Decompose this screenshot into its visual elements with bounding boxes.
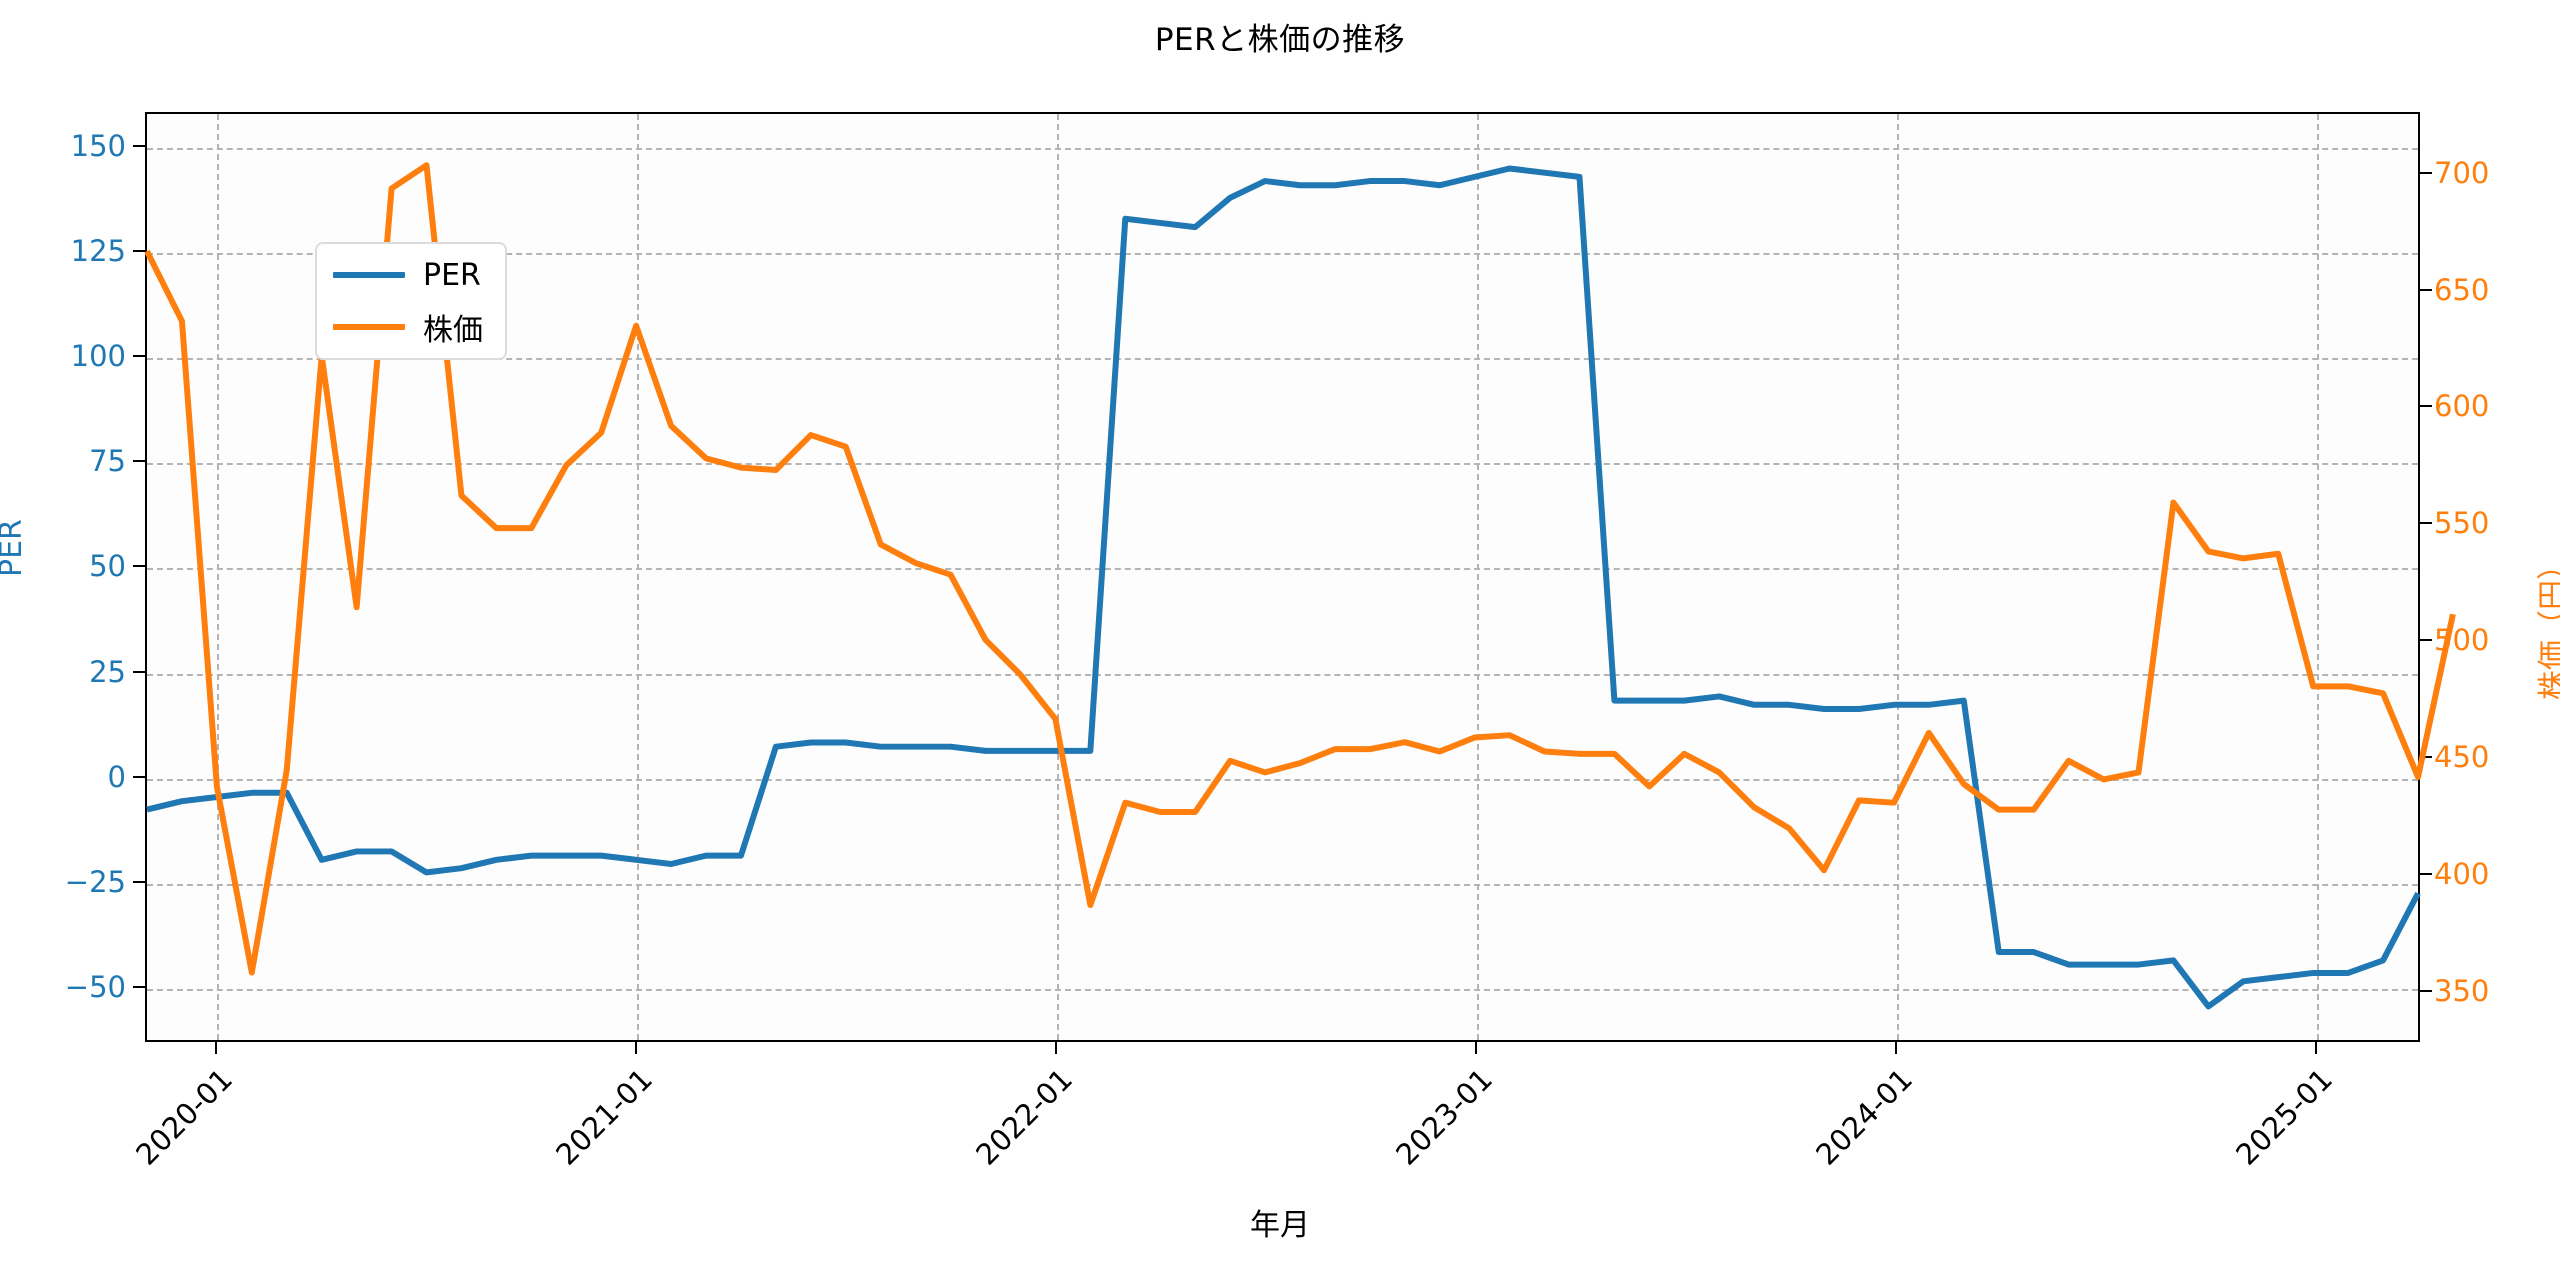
y-axis-right-tick-mark (2420, 288, 2432, 291)
legend-label: 株価 (423, 313, 483, 348)
y-axis-right-tick-label: 650 (2434, 272, 2490, 307)
y-axis-right-tick-label: 600 (2434, 389, 2490, 424)
y-axis-left-tick-label: −25 (64, 865, 126, 900)
y-axis-left-tick-label: −50 (64, 970, 126, 1005)
y-axis-right-tick-mark (2420, 872, 2432, 875)
y-axis-right-tick-label: 350 (2434, 973, 2490, 1008)
y-axis-right-tick-mark (2420, 755, 2432, 758)
y-axis-left-tick-mark (133, 670, 145, 673)
x-axis-label: 年月 (1250, 1208, 1310, 1243)
y-axis-right-tick-label: 400 (2434, 856, 2490, 891)
y-axis-left-tick-label: 25 (89, 654, 126, 689)
x-axis-tick-mark (215, 1042, 217, 1054)
y-axis-left-tick-mark (133, 775, 145, 778)
y-axis-left-tick-label: 75 (89, 444, 126, 479)
legend-label: PER (423, 257, 481, 293)
y-axis-left-tick-label: 0 (107, 759, 126, 794)
legend-item-per[interactable]: PER (333, 256, 483, 294)
y-axis-right-tick-mark (2420, 405, 2432, 408)
x-axis-tick-mark (1055, 1042, 1057, 1054)
x-axis-tick-mark (1475, 1042, 1477, 1054)
y-axis-right-tick-label: 700 (2434, 155, 2490, 190)
y-axis-right-tick-mark (2420, 522, 2432, 525)
series-layer (144, 162, 2456, 1010)
y-axis-left-tick-mark (133, 460, 145, 463)
x-axis-tick-mark (635, 1042, 637, 1054)
y-axis-left-tick-mark (133, 249, 145, 252)
series-line-price (144, 162, 2456, 976)
chart-title: PERと株価の推移 (1154, 22, 1406, 58)
y-axis-right-tick-mark (2420, 171, 2432, 174)
legend-swatch-icon (333, 272, 405, 278)
legend-item-price[interactable]: 株価 (333, 308, 483, 348)
y-axis-left-tick-label: 150 (70, 128, 126, 163)
x-axis-tick-mark (1895, 1042, 1897, 1054)
chart-legend[interactable]: PER 株価 (315, 242, 507, 360)
y-axis-right-tick-label: 450 (2434, 739, 2490, 774)
y-axis-left-tick-mark (133, 881, 145, 884)
y-axis-left-tick-mark (133, 355, 145, 358)
y-axis-left-tick-label: 125 (70, 233, 126, 268)
y-axis-left-tick-label: 100 (70, 339, 126, 374)
y-axis-left-tick-mark (133, 565, 145, 568)
plot-area: PER 株価 (144, 112, 2456, 1042)
series-line-per (146, 165, 2421, 1010)
y-axis-right-tick-label: 550 (2434, 506, 2490, 541)
y-axis-right-tick-mark (2420, 989, 2432, 992)
y-axis-left-tick-mark (133, 986, 145, 989)
y-axis-left-tick-mark (133, 144, 145, 147)
y-axis-right-tick-mark (2420, 639, 2432, 642)
legend-swatch-icon (333, 324, 405, 330)
y-axis-left-tick-label: 50 (89, 549, 126, 584)
x-axis-tick-mark (2315, 1042, 2317, 1054)
